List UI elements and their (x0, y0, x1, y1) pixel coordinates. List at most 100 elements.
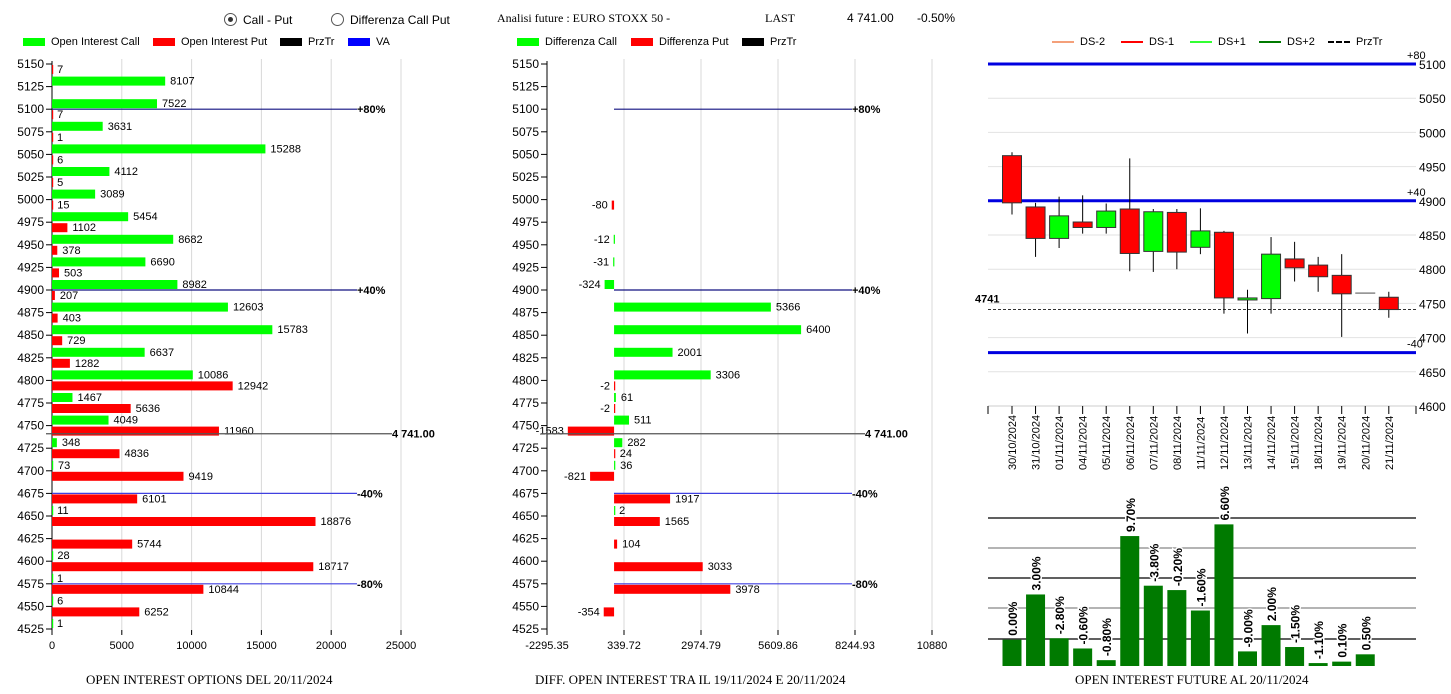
future-bar-label: -2.80% (1053, 596, 1067, 634)
call-value-label: 4112 (114, 166, 138, 178)
legend-diff-put: Differenza Put (631, 36, 729, 48)
call-bar (52, 438, 57, 448)
ref-line-label: +40% (357, 285, 386, 297)
y-tick-label: 4675 (17, 486, 44, 500)
put-bar (52, 132, 54, 142)
call-bar (614, 393, 616, 402)
put-value-label: 11960 (224, 426, 254, 438)
future-bar-label: 0.50% (1359, 616, 1373, 650)
x-tick-label: 10000 (176, 640, 207, 652)
ref-line-label: +80% (852, 104, 881, 116)
call-bar (613, 234, 615, 244)
put-bar (52, 607, 140, 617)
call-value-label: 8982 (182, 279, 206, 291)
call-bar (614, 325, 802, 335)
future-bar-label: -3.80% (1147, 543, 1161, 581)
legend-oi-call: Open Interest Call (23, 36, 140, 48)
call-bar (52, 551, 54, 561)
call-value-label: 6400 (806, 324, 830, 336)
put-value-label: 6101 (142, 493, 166, 505)
put-value-label: -821 (564, 471, 586, 483)
oi-options-chart: 0 5000 10000 15000 20000 25000515051255100507… (17, 57, 435, 652)
y-tick-label: 5050 (1419, 92, 1446, 106)
candle-body (1378, 296, 1399, 311)
y-tick-label: 4850 (17, 328, 44, 342)
put-bar (52, 358, 70, 368)
y-tick-label: 4700 (1419, 332, 1446, 346)
candle-body (1213, 231, 1234, 299)
y-tick-label: 4825 (512, 351, 539, 365)
x-tick-label: -2295.35 (525, 640, 568, 652)
candle-body (1284, 258, 1305, 269)
legend-swatch (280, 38, 302, 46)
put-value-label: 9419 (188, 471, 212, 483)
call-value-label: 3089 (100, 189, 124, 201)
diff-oi-chart: -2295.35 339.72 2974.79 5609.86 8244.93 10880… (512, 57, 947, 652)
put-bar (52, 268, 60, 278)
ref-line-label: 4 741.00 (392, 429, 435, 441)
date-label: 19/11/2024 (1337, 416, 1349, 470)
future-bar (1120, 536, 1140, 666)
y-tick-label: 5000 (512, 193, 539, 207)
candle-body (1166, 211, 1187, 253)
put-value-label: 24 (620, 448, 632, 460)
date-label: 08/11/2024 (1172, 416, 1184, 470)
date-label: 07/11/2024 (1148, 416, 1160, 470)
put-bar (614, 539, 618, 549)
y-tick-label: 4650 (17, 509, 44, 523)
analysis-title: Analisi future : EURO STOXX 50 - (497, 11, 671, 25)
legend-line (1121, 41, 1143, 43)
call-value-label: 6690 (150, 256, 174, 268)
put-value-label: 5636 (136, 403, 160, 415)
call-bar (52, 189, 96, 199)
put-value-label: 207 (60, 290, 78, 302)
future-bar (1049, 638, 1069, 666)
call-bar (614, 370, 711, 380)
y-tick-label: 4700 (17, 464, 44, 478)
candle-body (1190, 230, 1211, 248)
legend-prztr: PrzTr (280, 36, 334, 48)
y-tick-label: 5100 (512, 102, 539, 116)
y-tick-label: 5050 (17, 147, 44, 161)
put-value-label: 5744 (137, 539, 161, 551)
legend-swatch (742, 38, 764, 46)
y-tick-label: 4900 (17, 283, 44, 297)
y-tick-label: 4950 (512, 238, 539, 252)
put-bar (52, 471, 184, 481)
legend-oi-put: Open Interest Put (153, 36, 267, 48)
candle-body (1002, 155, 1022, 204)
call-value-label: 36 (620, 460, 632, 472)
y-tick-label: 4675 (512, 486, 539, 500)
future-bar (1285, 647, 1305, 666)
x-tick-label: 15000 (246, 640, 277, 652)
put-value-label: -354 (578, 606, 600, 618)
future-bar (1261, 625, 1281, 666)
put-bar (52, 313, 58, 323)
call-bar (614, 347, 673, 357)
put-value-label: 1102 (72, 222, 96, 234)
call-value-label: 8682 (178, 234, 202, 246)
candle-body (1261, 253, 1282, 300)
future-bar-label: 6.60% (1218, 486, 1232, 520)
put-bar (52, 426, 219, 436)
future-bar (1355, 654, 1375, 666)
radio-call-put[interactable]: Call - Put (224, 13, 292, 27)
put-value-label: 12942 (238, 380, 269, 392)
put-bar (52, 517, 316, 526)
radio-differenza-call-put[interactable]: Differenza Call Put (331, 13, 450, 27)
legend-swatch (631, 38, 653, 46)
y-tick-label: 5025 (17, 170, 44, 184)
call-value-label: 6637 (150, 347, 174, 359)
y-tick-label: 4625 (512, 532, 539, 546)
y-tick-label: 4925 (17, 260, 44, 274)
call-bar (614, 302, 771, 312)
y-tick-label: 4550 (512, 599, 539, 613)
ref-line-label: +40% (852, 285, 881, 297)
put-bar (603, 607, 615, 617)
future-bar-label: -0.80% (1100, 618, 1114, 656)
call-bar (52, 257, 146, 267)
candlestick-chart: 5100 5050 5000 4950 4900 4850 4800 4750 4700 4650… (975, 50, 1446, 470)
legend-swatch (23, 38, 45, 46)
y-tick-label: 4525 (17, 622, 44, 636)
put-bar (52, 449, 120, 459)
